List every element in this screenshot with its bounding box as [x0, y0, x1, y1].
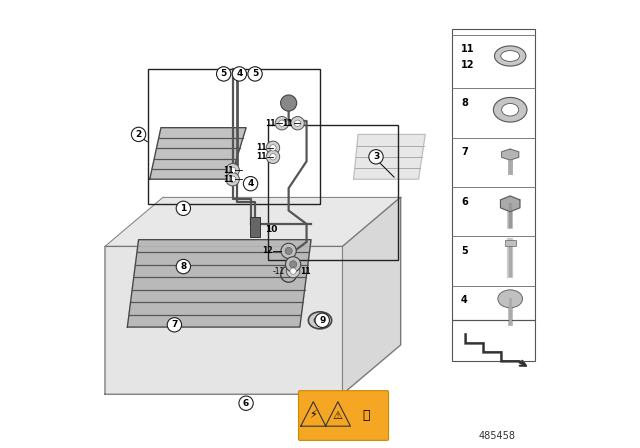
Text: 5: 5	[252, 69, 258, 78]
Circle shape	[248, 67, 262, 81]
Text: 6: 6	[243, 399, 249, 408]
Circle shape	[234, 68, 245, 80]
Circle shape	[243, 177, 258, 191]
Circle shape	[167, 318, 182, 332]
Bar	[250, 217, 260, 237]
FancyBboxPatch shape	[298, 391, 388, 440]
Circle shape	[287, 264, 300, 278]
Text: 11: 11	[283, 119, 293, 128]
Circle shape	[315, 313, 330, 327]
Text: 4: 4	[236, 69, 243, 78]
Text: 6: 6	[461, 197, 468, 207]
Circle shape	[290, 268, 296, 274]
Circle shape	[275, 116, 289, 130]
Polygon shape	[127, 240, 311, 327]
Polygon shape	[342, 197, 401, 394]
Circle shape	[239, 396, 253, 410]
Circle shape	[369, 150, 383, 164]
Text: 3: 3	[373, 152, 379, 161]
Text: 11: 11	[256, 152, 266, 161]
Text: 1: 1	[180, 204, 186, 213]
Polygon shape	[150, 128, 246, 179]
Ellipse shape	[314, 316, 326, 324]
Circle shape	[230, 176, 236, 182]
Circle shape	[285, 247, 292, 254]
Text: 🧤: 🧤	[362, 409, 370, 422]
Text: 5: 5	[221, 69, 227, 78]
Circle shape	[226, 172, 239, 186]
Circle shape	[280, 95, 297, 111]
Text: 7: 7	[172, 320, 177, 329]
Polygon shape	[500, 196, 520, 211]
Circle shape	[230, 167, 236, 173]
Bar	[452, 320, 535, 361]
Polygon shape	[353, 134, 425, 179]
Circle shape	[289, 261, 297, 268]
Circle shape	[232, 67, 246, 81]
Circle shape	[176, 259, 191, 274]
Text: 12: 12	[461, 60, 475, 70]
Text: -11: -11	[273, 267, 285, 276]
Ellipse shape	[495, 46, 526, 66]
Text: 10: 10	[265, 225, 277, 234]
Circle shape	[266, 141, 280, 155]
Bar	[269, 125, 398, 260]
Circle shape	[131, 127, 146, 142]
Text: 8: 8	[180, 262, 186, 271]
Polygon shape	[105, 197, 401, 246]
Text: 11: 11	[256, 143, 266, 152]
Text: 7: 7	[461, 147, 468, 157]
Circle shape	[270, 145, 276, 151]
Ellipse shape	[308, 312, 332, 329]
Text: 5: 5	[461, 246, 468, 256]
Polygon shape	[105, 246, 342, 394]
Text: 4: 4	[248, 179, 253, 188]
Circle shape	[266, 150, 280, 164]
Bar	[148, 69, 320, 204]
Circle shape	[176, 201, 191, 215]
Text: 11: 11	[265, 119, 275, 128]
Text: ⚠: ⚠	[333, 410, 343, 421]
Circle shape	[217, 67, 230, 81]
Ellipse shape	[493, 98, 527, 122]
Bar	[505, 240, 516, 246]
Circle shape	[279, 120, 285, 126]
Circle shape	[294, 120, 301, 126]
Circle shape	[281, 243, 296, 258]
Ellipse shape	[500, 51, 520, 61]
Circle shape	[216, 67, 231, 81]
Circle shape	[285, 257, 301, 272]
Text: 4: 4	[461, 295, 468, 305]
Circle shape	[270, 154, 276, 160]
Circle shape	[248, 67, 262, 81]
Polygon shape	[502, 149, 518, 160]
Ellipse shape	[498, 290, 522, 308]
Text: 485458: 485458	[479, 431, 515, 441]
Text: 9: 9	[319, 316, 325, 325]
Circle shape	[226, 164, 239, 177]
Ellipse shape	[502, 103, 518, 116]
Text: 11: 11	[300, 267, 310, 276]
Text: 8: 8	[461, 98, 468, 108]
Text: 12: 12	[262, 246, 273, 255]
Bar	[452, 29, 535, 320]
Text: 2: 2	[136, 130, 141, 139]
Circle shape	[291, 116, 305, 130]
Text: 11: 11	[461, 44, 475, 54]
Text: 11: 11	[223, 166, 234, 175]
Text: 11: 11	[223, 175, 234, 184]
Text: ⚡: ⚡	[309, 410, 317, 421]
